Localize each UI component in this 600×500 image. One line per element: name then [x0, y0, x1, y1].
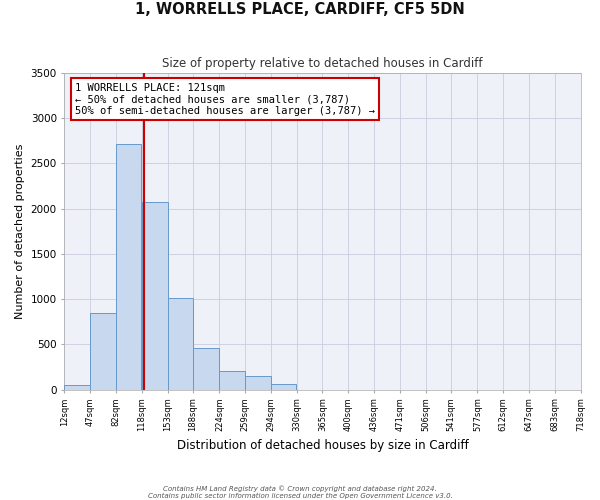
- Bar: [167, 298, 193, 390]
- X-axis label: Distribution of detached houses by size in Cardiff: Distribution of detached houses by size …: [176, 440, 469, 452]
- Bar: [64, 384, 90, 390]
- Bar: [220, 370, 245, 390]
- Bar: [90, 312, 116, 390]
- Title: Size of property relative to detached houses in Cardiff: Size of property relative to detached ho…: [162, 58, 483, 70]
- Bar: [271, 384, 296, 390]
- Y-axis label: Number of detached properties: Number of detached properties: [15, 144, 25, 319]
- Bar: [116, 144, 141, 390]
- Bar: [245, 376, 271, 390]
- Bar: [193, 348, 218, 390]
- Text: 1, WORRELLS PLACE, CARDIFF, CF5 5DN: 1, WORRELLS PLACE, CARDIFF, CF5 5DN: [135, 2, 465, 18]
- Text: 1 WORRELLS PLACE: 121sqm
← 50% of detached houses are smaller (3,787)
50% of sem: 1 WORRELLS PLACE: 121sqm ← 50% of detach…: [75, 82, 375, 116]
- Text: Contains HM Land Registry data © Crown copyright and database right 2024.
Contai: Contains HM Land Registry data © Crown c…: [148, 485, 452, 499]
- Bar: [142, 202, 167, 390]
